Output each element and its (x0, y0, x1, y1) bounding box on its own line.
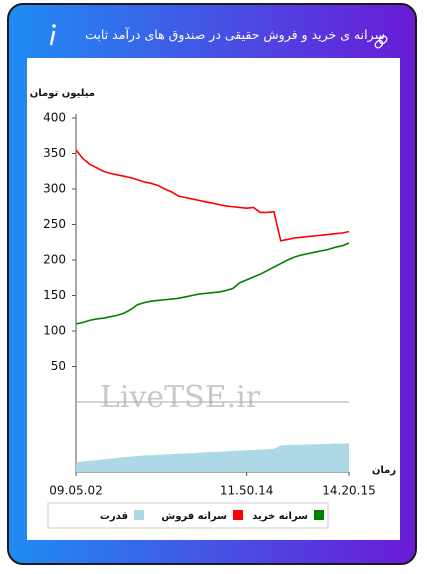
legend-swatch (134, 510, 144, 520)
x-tick-label: 09.05.02 (49, 484, 102, 498)
y-axis-label: میلیون تومان (30, 88, 95, 99)
y-tick-label: 400 (43, 111, 66, 125)
legend-label: قدرت (100, 511, 128, 522)
y-tick-label: 50 (51, 359, 66, 373)
line (75, 242, 350, 325)
link-icon (374, 35, 388, 49)
info-icon-dot (52, 24, 56, 28)
legend-label: سرانه خرید (252, 511, 308, 522)
legend-swatch (233, 510, 243, 520)
y-tick-label: 200 (43, 253, 66, 267)
line (75, 149, 350, 242)
legend-box (47, 502, 329, 529)
y-tick-label: 350 (43, 146, 66, 160)
y-tick-label: 300 (43, 182, 66, 196)
area (76, 443, 349, 472)
title: سرانه ی خرید و فروش حقیقی در صندوق های د… (85, 27, 385, 42)
x-axis-label: زمان (372, 465, 396, 476)
watermark: LiveTSE.ir (100, 380, 261, 415)
info-icon-stem (49, 30, 56, 46)
y-tick-label: 100 (43, 324, 66, 338)
legend-swatch (314, 510, 324, 520)
y-tick-label: 150 (43, 288, 66, 302)
header-icons (49, 24, 388, 49)
legend-label: سرانه فروش (161, 511, 227, 522)
y-tick-label: 250 (43, 217, 66, 231)
x-tick-label: 11.50.14 (220, 484, 273, 498)
x-tick-label: 14.20.15 (322, 484, 375, 498)
